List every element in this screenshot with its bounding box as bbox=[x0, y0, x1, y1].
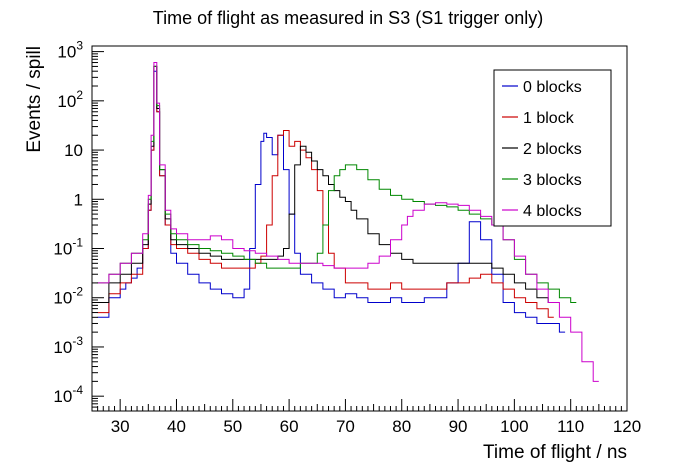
x-tick-label: 110 bbox=[557, 417, 584, 436]
series-line-4 bbox=[97, 62, 599, 382]
legend: 0 blocks 1 block 2 blocks 3 blocks 4 blocks bbox=[493, 69, 612, 227]
x-tick-label: 60 bbox=[280, 417, 299, 436]
y-tick-label: 10-4 bbox=[53, 383, 83, 406]
y-tick-label: 102 bbox=[57, 88, 83, 111]
series-line-3 bbox=[97, 65, 577, 303]
chart-title: Time of flight as measured in S3 (S1 tri… bbox=[153, 8, 544, 28]
y-tick-label: 1 bbox=[74, 190, 83, 209]
series-layer bbox=[97, 62, 599, 382]
x-tick-label: 40 bbox=[167, 417, 186, 436]
y-tick-label: 103 bbox=[57, 39, 83, 62]
legend-label-3: 3 blocks bbox=[523, 172, 582, 189]
y-axis-title: Events / spill bbox=[24, 46, 45, 153]
x-tick-label: 70 bbox=[336, 417, 355, 436]
x-tick-label: 100 bbox=[500, 417, 528, 436]
legend-label-2: 2 blocks bbox=[523, 141, 582, 158]
x-axis-title: Time of flight / ns bbox=[483, 442, 627, 463]
y-tick-label: 10 bbox=[64, 141, 83, 160]
x-tick-label: 90 bbox=[449, 417, 468, 436]
x-tick-label: 30 bbox=[111, 417, 130, 436]
legend-label-4: 4 blocks bbox=[523, 203, 582, 220]
y-tick-label: 10-3 bbox=[53, 334, 83, 357]
legend-label-1: 1 block bbox=[523, 110, 575, 127]
x-axis: 30 40 50 60 70 80 90 100 110 120 bbox=[91, 399, 641, 436]
legend-label-0: 0 blocks bbox=[523, 79, 582, 96]
x-tick-label: 80 bbox=[392, 417, 411, 436]
y-tick-label: 10-2 bbox=[53, 285, 83, 308]
plot-frame bbox=[91, 45, 628, 412]
series-line-1 bbox=[97, 65, 554, 318]
y-tick-label: 10-1 bbox=[53, 236, 83, 259]
x-tick-label: 120 bbox=[613, 417, 641, 436]
y-axis: 10-4 10-3 10-2 10-1 1 10 102 103 bbox=[53, 39, 104, 412]
x-tick-label: 50 bbox=[223, 417, 242, 436]
